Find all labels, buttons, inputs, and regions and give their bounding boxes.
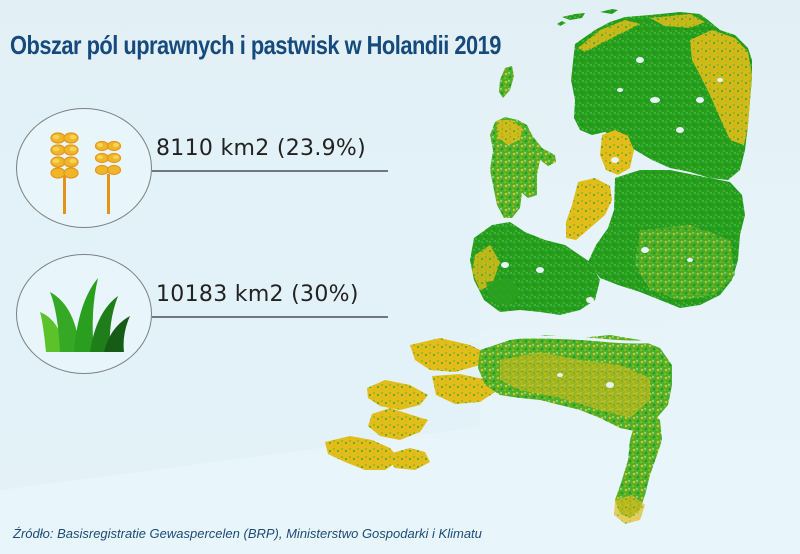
region-northeast-arable [690,30,752,145]
pasture-area-value: 10183 km2 (30%) [156,282,359,307]
north-holland-yellow [497,120,522,145]
wheat-icon [50,132,122,214]
limburg-south [614,495,645,524]
grass-icon [40,278,130,352]
south-holland-arable [472,245,500,290]
divider-line [152,170,388,172]
stat-arable-fields: 8110 km2 (23.9%) [16,108,396,228]
friesland-coast-arable [578,20,640,52]
stat-pastures: 10183 km2 (30%) [16,254,396,374]
icon-circle [16,108,152,228]
region-flevoland [566,178,612,240]
rivers [469,313,681,344]
zeeland-islands [325,338,495,470]
divider-line [152,316,388,318]
region-noordoostpolder [600,130,634,175]
icon-circle [16,254,152,374]
green-heart [486,278,520,305]
region-limburg [615,410,662,518]
source-note: Źródło: Basisregistratie Gewaspercelen (… [13,526,482,541]
brabant-arable [500,352,650,418]
lakes [501,57,723,388]
wadden-islands [499,9,618,98]
region-central-mix [635,225,735,300]
page-title: Obszar pól uprawnych i pastwisk w Holand… [10,30,501,60]
arable-area-value: 8110 km2 (23.9%) [156,136,366,161]
